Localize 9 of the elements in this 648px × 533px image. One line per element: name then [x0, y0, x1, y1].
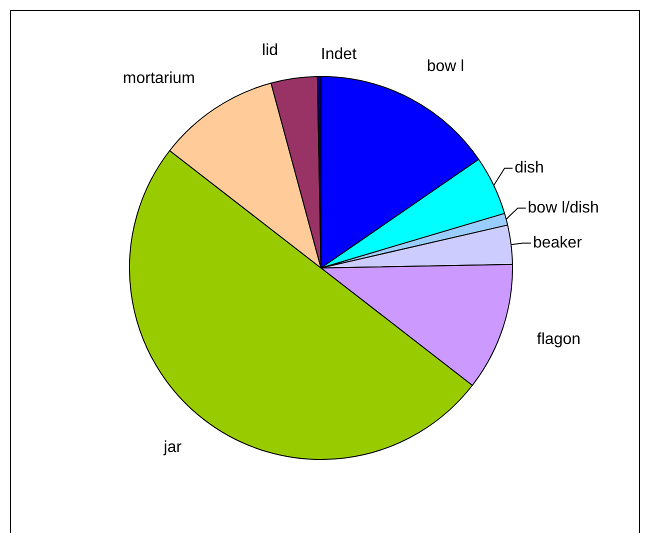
slice-label: bow l [426, 58, 464, 76]
slice-label: beaker [532, 234, 583, 252]
slice-label: dish [514, 160, 544, 177]
slice-label: flagon [536, 331, 581, 348]
slice-label: jar [162, 439, 182, 456]
slice-label: Indet [320, 46, 358, 63]
slice-label: lid [262, 42, 278, 60]
slice-label: bow l/dish [528, 200, 599, 217]
slice-label: mortarium [122, 70, 195, 88]
